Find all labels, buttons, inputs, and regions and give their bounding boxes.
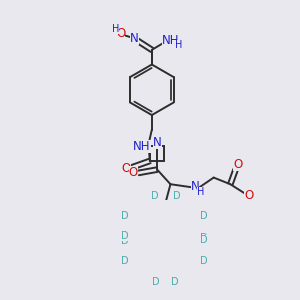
Text: N: N — [191, 180, 200, 193]
Text: D: D — [121, 231, 129, 242]
Text: D: D — [200, 233, 208, 243]
Text: D: D — [200, 212, 208, 221]
Text: D: D — [173, 190, 181, 200]
Text: NH: NH — [162, 34, 179, 47]
Text: N: N — [153, 136, 161, 149]
Text: D: D — [152, 277, 160, 287]
Text: NH: NH — [133, 140, 151, 154]
Text: O: O — [121, 162, 130, 176]
Text: D: D — [121, 212, 129, 221]
Text: D: D — [152, 190, 159, 200]
Text: D: D — [121, 256, 129, 266]
Text: D: D — [200, 256, 208, 266]
Text: O: O — [233, 158, 242, 171]
Text: H: H — [112, 24, 119, 34]
Text: D: D — [200, 235, 208, 245]
Text: H: H — [176, 40, 183, 50]
Text: D: D — [171, 277, 178, 287]
Text: H: H — [197, 187, 204, 197]
Text: N: N — [130, 32, 139, 45]
Text: O: O — [244, 189, 254, 202]
Text: O: O — [129, 167, 138, 179]
Text: O: O — [116, 27, 125, 40]
Text: D: D — [121, 236, 129, 246]
